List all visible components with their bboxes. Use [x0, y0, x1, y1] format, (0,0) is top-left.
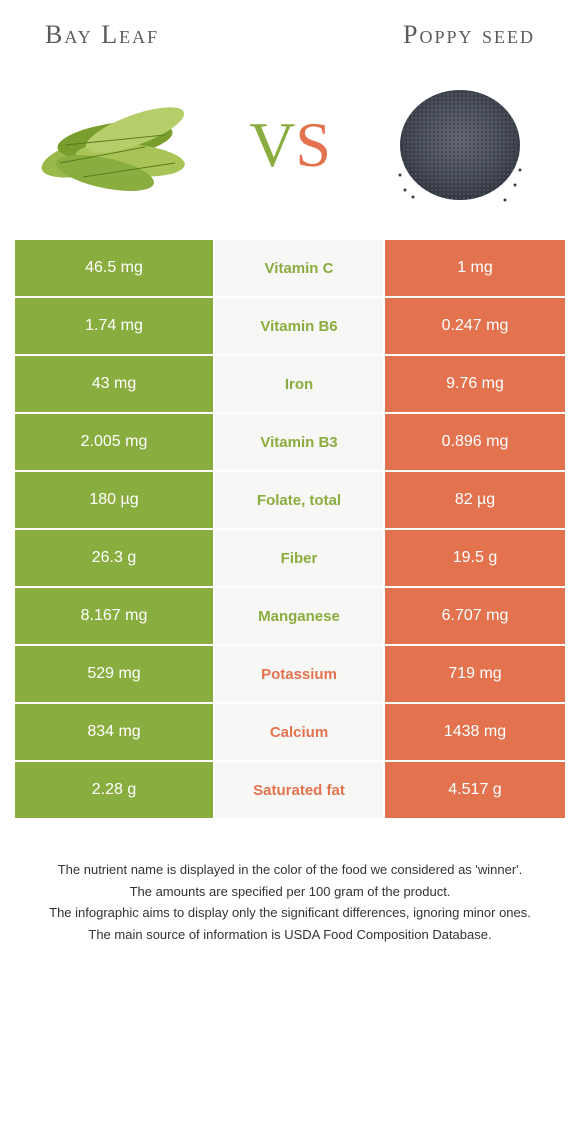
nutrient-row: 529 mgPotassium719 mg: [15, 646, 565, 704]
nutrient-row: 2.28 gSaturated fat4.517 g: [15, 762, 565, 820]
nutrient-label: Calcium: [215, 704, 385, 760]
nutrient-label: Vitamin B6: [215, 298, 385, 354]
right-value: 1 mg: [385, 240, 565, 296]
nutrient-label: Vitamin C: [215, 240, 385, 296]
footnote-line: The nutrient name is displayed in the co…: [45, 860, 535, 880]
left-value: 2.005 mg: [15, 414, 215, 470]
right-value: 1438 mg: [385, 704, 565, 760]
left-value: 26.3 g: [15, 530, 215, 586]
nutrient-row: 8.167 mgManganese6.707 mg: [15, 588, 565, 646]
footnote-line: The amounts are specified per 100 gram o…: [45, 882, 535, 902]
header-row: Bay Leaf Poppy seed: [15, 20, 565, 65]
left-value: 834 mg: [15, 704, 215, 760]
nutrient-label: Manganese: [215, 588, 385, 644]
right-value: 19.5 g: [385, 530, 565, 586]
vs-label: VS: [249, 108, 331, 182]
right-value: 719 mg: [385, 646, 565, 702]
nutrient-row: 834 mgCalcium1438 mg: [15, 704, 565, 762]
right-value: 0.896 mg: [385, 414, 565, 470]
nutrient-label: Fiber: [215, 530, 385, 586]
footnotes: The nutrient name is displayed in the co…: [15, 820, 565, 944]
nutrient-row: 46.5 mgVitamin C1 mg: [15, 240, 565, 298]
nutrient-label: Iron: [215, 356, 385, 412]
nutrient-label: Potassium: [215, 646, 385, 702]
left-value: 529 mg: [15, 646, 215, 702]
seed-icon: [385, 75, 535, 215]
right-value: 6.707 mg: [385, 588, 565, 644]
images-row: VS: [15, 65, 565, 240]
nutrient-table: 46.5 mgVitamin C1 mg1.74 mgVitamin B60.2…: [15, 240, 565, 820]
vs-s: S: [295, 109, 331, 180]
left-value: 1.74 mg: [15, 298, 215, 354]
nutrient-row: 43 mgIron9.76 mg: [15, 356, 565, 414]
poppy-seed-image: [375, 75, 545, 215]
nutrient-label: Saturated fat: [215, 762, 385, 818]
nutrient-row: 180 µgFolate, total82 µg: [15, 472, 565, 530]
left-value: 43 mg: [15, 356, 215, 412]
right-value: 9.76 mg: [385, 356, 565, 412]
nutrient-row: 1.74 mgVitamin B60.247 mg: [15, 298, 565, 356]
bay-leaf-image: [35, 75, 205, 215]
left-value: 8.167 mg: [15, 588, 215, 644]
left-value: 46.5 mg: [15, 240, 215, 296]
nutrient-label: Folate, total: [215, 472, 385, 528]
right-value: 82 µg: [385, 472, 565, 528]
infographic-container: Bay Leaf Poppy seed VS: [0, 0, 580, 966]
footnote-line: The infographic aims to display only the…: [45, 903, 535, 923]
leaf-icon: [35, 85, 205, 205]
right-value: 4.517 g: [385, 762, 565, 818]
nutrient-row: 2.005 mgVitamin B30.896 mg: [15, 414, 565, 472]
right-food-title: Poppy seed: [403, 20, 535, 50]
right-value: 0.247 mg: [385, 298, 565, 354]
left-value: 180 µg: [15, 472, 215, 528]
vs-v: V: [249, 109, 295, 180]
nutrient-label: Vitamin B3: [215, 414, 385, 470]
nutrient-row: 26.3 gFiber19.5 g: [15, 530, 565, 588]
left-value: 2.28 g: [15, 762, 215, 818]
footnote-line: The main source of information is USDA F…: [45, 925, 535, 945]
left-food-title: Bay Leaf: [45, 20, 159, 50]
